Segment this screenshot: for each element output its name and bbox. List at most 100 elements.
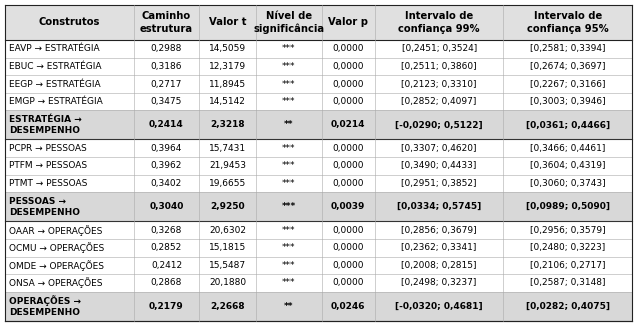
Text: PTMT → PESSOAS: PTMT → PESSOAS xyxy=(9,179,87,188)
Text: 15,5487: 15,5487 xyxy=(209,261,246,270)
Text: [0,3490; 0,4433]: [0,3490; 0,4433] xyxy=(401,161,477,170)
Bar xyxy=(5,192,632,221)
Text: OCMU → OPERAÇÕES: OCMU → OPERAÇÕES xyxy=(9,242,104,253)
Text: [0,2511; 0,3860]: [0,2511; 0,3860] xyxy=(401,62,477,71)
Text: **: ** xyxy=(284,302,294,311)
Text: Caminho
estrutura: Caminho estrutura xyxy=(140,11,193,34)
Bar xyxy=(5,292,632,321)
Text: 20,1880: 20,1880 xyxy=(209,278,246,287)
Text: Valor p: Valor p xyxy=(328,17,368,28)
Text: Intervalo de
confiança 99%: Intervalo de confiança 99% xyxy=(398,11,480,34)
Text: Construtos: Construtos xyxy=(39,17,100,28)
Text: [0,2951; 0,3852]: [0,2951; 0,3852] xyxy=(401,179,477,188)
Text: Nível de
significância: Nível de significância xyxy=(253,11,324,34)
Text: 0,3402: 0,3402 xyxy=(151,179,182,188)
Text: EEGP → ESTRATÉGIA: EEGP → ESTRATÉGIA xyxy=(9,80,101,88)
Text: [0,0361; 0,4466]: [0,0361; 0,4466] xyxy=(526,121,610,130)
Text: 0,3962: 0,3962 xyxy=(151,161,182,170)
Text: 11,8945: 11,8945 xyxy=(209,80,246,88)
Text: 0,2412: 0,2412 xyxy=(151,261,182,270)
Text: ***: *** xyxy=(282,261,296,270)
Text: 0,2179: 0,2179 xyxy=(149,302,184,311)
Bar xyxy=(5,140,632,157)
Text: [0,2451; 0,3524]: [0,2451; 0,3524] xyxy=(401,44,476,53)
Text: EBUC → ESTRATÉGIA: EBUC → ESTRATÉGIA xyxy=(9,62,101,71)
Text: 15,1815: 15,1815 xyxy=(209,243,247,252)
Text: 0,0000: 0,0000 xyxy=(333,161,364,170)
Text: [0,3466; 0,4461]: [0,3466; 0,4461] xyxy=(530,144,605,153)
Text: 0,0000: 0,0000 xyxy=(333,243,364,252)
Text: ***: *** xyxy=(282,243,296,252)
Text: ONSA → OPERAÇÕES: ONSA → OPERAÇÕES xyxy=(9,277,103,288)
Text: [0,2008; 0,2815]: [0,2008; 0,2815] xyxy=(401,261,477,270)
Text: 0,3186: 0,3186 xyxy=(151,62,182,71)
Bar xyxy=(5,221,632,239)
Text: [0,2267; 0,3166]: [0,2267; 0,3166] xyxy=(530,80,605,88)
Bar xyxy=(5,157,632,175)
Bar xyxy=(5,110,632,140)
Text: [0,3060; 0,3743]: [0,3060; 0,3743] xyxy=(530,179,606,188)
Text: 0,0000: 0,0000 xyxy=(333,278,364,287)
Text: 0,3268: 0,3268 xyxy=(151,226,182,235)
Text: ***: *** xyxy=(282,278,296,287)
Text: [-0,0320; 0,4681]: [-0,0320; 0,4681] xyxy=(396,302,483,311)
Bar xyxy=(5,40,632,58)
Text: 19,6655: 19,6655 xyxy=(209,179,247,188)
Text: 0,0000: 0,0000 xyxy=(333,179,364,188)
Text: 0,0000: 0,0000 xyxy=(333,62,364,71)
Bar xyxy=(5,239,632,257)
Text: [0,2674; 0,3697]: [0,2674; 0,3697] xyxy=(530,62,605,71)
Text: [0,2106; 0,2717]: [0,2106; 0,2717] xyxy=(530,261,605,270)
Text: 21,9453: 21,9453 xyxy=(209,161,246,170)
Text: EAVP → ESTRATÉGIA: EAVP → ESTRATÉGIA xyxy=(9,44,99,53)
Text: 0,2868: 0,2868 xyxy=(151,278,182,287)
Text: 2,9250: 2,9250 xyxy=(210,202,245,211)
Text: OMDE → OPERAÇÕES: OMDE → OPERAÇÕES xyxy=(9,260,104,271)
Text: Valor t: Valor t xyxy=(209,17,247,28)
Text: PTFM → PESSOAS: PTFM → PESSOAS xyxy=(9,161,87,170)
Text: 0,0214: 0,0214 xyxy=(331,121,366,130)
Text: [0,2852; 0,4097]: [0,2852; 0,4097] xyxy=(401,97,477,106)
Text: EMGP → ESTRATÉGIA: EMGP → ESTRATÉGIA xyxy=(9,97,103,106)
Bar xyxy=(5,257,632,274)
Text: ***: *** xyxy=(282,202,296,211)
Text: PESSOAS →
DESEMPENHO: PESSOAS → DESEMPENHO xyxy=(9,197,80,217)
Text: 0,0000: 0,0000 xyxy=(333,80,364,88)
Text: [0,2581; 0,3394]: [0,2581; 0,3394] xyxy=(530,44,605,53)
Text: 0,2988: 0,2988 xyxy=(151,44,182,53)
Text: ***: *** xyxy=(282,97,296,106)
Text: ***: *** xyxy=(282,179,296,188)
Bar xyxy=(5,175,632,192)
Text: Intervalo de
confiança 95%: Intervalo de confiança 95% xyxy=(527,11,608,34)
Text: 20,6302: 20,6302 xyxy=(209,226,246,235)
Text: 0,3475: 0,3475 xyxy=(151,97,182,106)
Text: 0,0000: 0,0000 xyxy=(333,44,364,53)
Text: 2,3218: 2,3218 xyxy=(210,121,245,130)
Text: [-0,0290; 0,5122]: [-0,0290; 0,5122] xyxy=(396,121,483,130)
Text: 0,0000: 0,0000 xyxy=(333,261,364,270)
Text: [0,0334; 0,5745]: [0,0334; 0,5745] xyxy=(397,202,482,211)
Text: ***: *** xyxy=(282,144,296,153)
Text: 0,0000: 0,0000 xyxy=(333,97,364,106)
Text: ***: *** xyxy=(282,44,296,53)
Text: 0,0000: 0,0000 xyxy=(333,226,364,235)
Bar xyxy=(5,5,632,40)
Text: [0,0989; 0,5090]: [0,0989; 0,5090] xyxy=(526,202,610,211)
Text: **: ** xyxy=(284,121,294,130)
Text: ESTRATÉGIA →
DESEMPENHO: ESTRATÉGIA → DESEMPENHO xyxy=(9,115,82,135)
Text: 12,3179: 12,3179 xyxy=(209,62,246,71)
Text: [0,0282; 0,4075]: [0,0282; 0,4075] xyxy=(526,302,610,311)
Text: [0,2856; 0,3679]: [0,2856; 0,3679] xyxy=(401,226,477,235)
Text: 2,2668: 2,2668 xyxy=(210,302,245,311)
Text: ***: *** xyxy=(282,80,296,88)
Text: [0,2587; 0,3148]: [0,2587; 0,3148] xyxy=(530,278,605,287)
Text: ***: *** xyxy=(282,161,296,170)
Text: 0,0246: 0,0246 xyxy=(331,302,366,311)
Text: 14,5059: 14,5059 xyxy=(209,44,246,53)
Text: 0,2717: 0,2717 xyxy=(151,80,182,88)
Text: OAAR → OPERAÇÕES: OAAR → OPERAÇÕES xyxy=(9,225,103,236)
Text: [0,2480; 0,3223]: [0,2480; 0,3223] xyxy=(530,243,605,252)
Text: [0,3307; 0,4620]: [0,3307; 0,4620] xyxy=(401,144,477,153)
Bar xyxy=(5,58,632,75)
Text: ***: *** xyxy=(282,226,296,235)
